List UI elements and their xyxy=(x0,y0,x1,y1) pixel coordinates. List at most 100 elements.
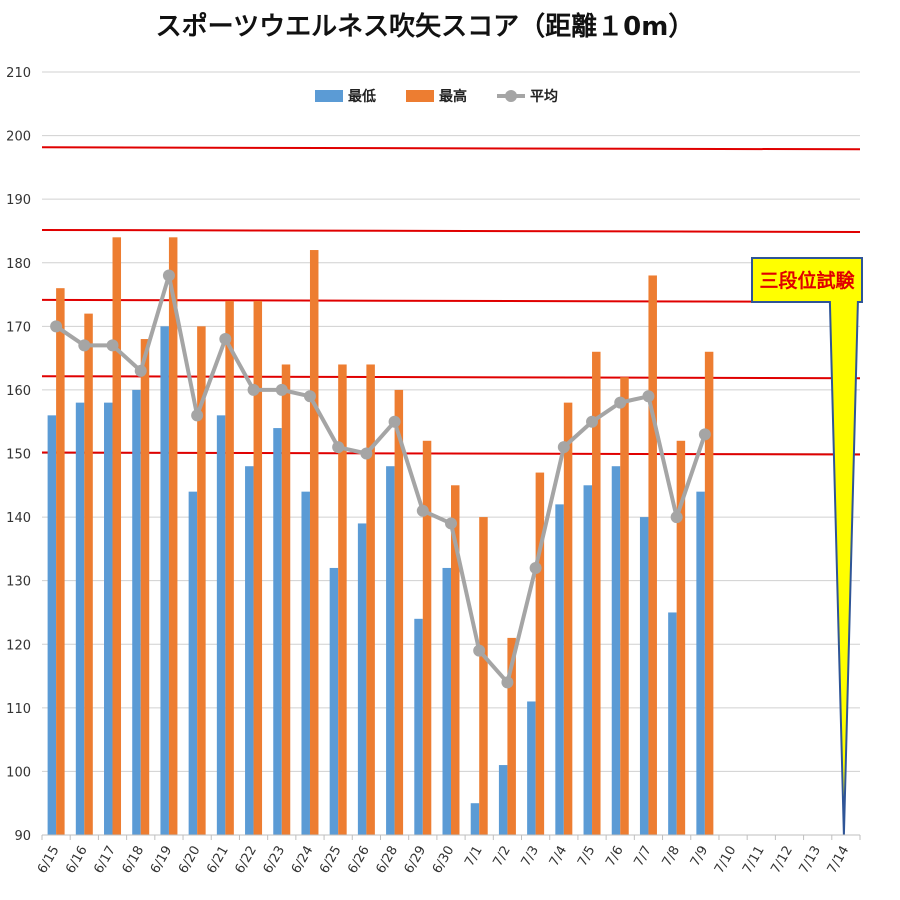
bar-min xyxy=(583,485,593,835)
bar-max xyxy=(507,637,516,835)
x-tick-label: 6/30 xyxy=(430,844,458,877)
average-point xyxy=(303,390,316,403)
average-point xyxy=(557,441,570,454)
x-tick-label: 7/2 xyxy=(490,844,513,870)
reference-lines xyxy=(41,146,861,456)
reference-line-162 xyxy=(41,375,861,380)
x-tick-label: 6/19 xyxy=(148,844,176,877)
bar-max xyxy=(394,389,404,835)
bar-max xyxy=(84,313,93,835)
bar-max xyxy=(366,364,375,835)
y-tick-label: 170 xyxy=(6,320,31,335)
average-series-line xyxy=(54,273,707,685)
average-line xyxy=(50,269,711,689)
bar-min xyxy=(555,504,564,835)
bar-max xyxy=(168,237,178,836)
average-point xyxy=(388,415,401,428)
average-point xyxy=(445,517,457,530)
average-point xyxy=(586,415,599,428)
y-tick-label: 90 xyxy=(14,829,31,844)
average-point xyxy=(162,269,175,282)
bar-min xyxy=(273,428,282,835)
average-point xyxy=(134,364,147,377)
reference-line-150 xyxy=(41,451,861,456)
x-tick-label: 7/14 xyxy=(825,844,853,877)
x-tick-label: 7/6 xyxy=(603,844,626,870)
y-tick-label: 200 xyxy=(6,130,31,145)
bar-max xyxy=(422,440,432,835)
bar-min xyxy=(470,803,480,835)
bar-min xyxy=(216,415,226,835)
bar-min xyxy=(75,402,85,835)
x-tick-label: 7/5 xyxy=(575,844,598,870)
y-tick-label: 210 xyxy=(6,66,31,81)
x-tick-label: 6/26 xyxy=(345,844,373,877)
average-point xyxy=(219,333,232,346)
bar-min xyxy=(498,765,508,835)
x-axis: 6/15 6/16 6/17 6/18 6/19 6/20 6/21 6/22 6/23 6/24… xyxy=(35,834,861,877)
x-tick-label: 7/8 xyxy=(660,844,683,870)
bar-min xyxy=(301,491,310,835)
legend-swatch xyxy=(315,90,343,102)
average-point xyxy=(247,383,260,396)
y-tick-label: 140 xyxy=(6,511,31,526)
x-tick-label: 7/3 xyxy=(519,844,542,870)
bar-min xyxy=(104,402,113,835)
bar-min xyxy=(188,491,198,835)
reference-line-198 xyxy=(41,146,861,151)
x-tick-label: 6/23 xyxy=(261,844,289,877)
y-axis: 90 100 110 120 130 140 150 160 170 180 190 200 210 xyxy=(6,66,31,844)
legend-label: 最低 xyxy=(348,88,376,105)
x-tick-label: 6/20 xyxy=(176,844,204,877)
average-point xyxy=(416,504,429,517)
y-tick-label: 160 xyxy=(6,384,31,399)
legend-label: 平均 xyxy=(530,88,558,105)
average-point xyxy=(670,511,683,524)
bar-min xyxy=(414,618,423,835)
bar-max xyxy=(563,402,573,835)
bar-max xyxy=(253,300,263,835)
x-tick-label: 6/28 xyxy=(373,844,401,877)
bar-min xyxy=(357,523,367,835)
average-point xyxy=(529,561,542,574)
average-point xyxy=(332,441,345,454)
reference-line-174 xyxy=(41,298,861,303)
y-tick-label: 100 xyxy=(6,765,31,780)
x-tick-label: 7/12 xyxy=(768,844,796,877)
average-point xyxy=(360,447,373,460)
chart-title: スポーツウエルネス吹矢スコア（距離１0m） xyxy=(156,11,695,42)
callout-text: 三段位試験 xyxy=(759,269,855,292)
x-tick-label: 7/7 xyxy=(631,844,654,870)
bar-min xyxy=(47,415,57,835)
bar-min xyxy=(696,491,705,835)
average-point xyxy=(698,428,711,441)
bar-max xyxy=(338,364,347,835)
bar-max xyxy=(620,377,629,835)
bar-max xyxy=(535,472,545,835)
average-point xyxy=(275,383,288,396)
y-tick-label: 110 xyxy=(6,702,31,717)
x-tick-label: 6/15 xyxy=(35,844,63,877)
legend-swatch xyxy=(406,90,434,102)
bar-min xyxy=(527,701,536,835)
legend: 最低 最高 平均 xyxy=(315,88,558,105)
bar-max xyxy=(704,351,714,835)
x-tick-label: 7/9 xyxy=(688,844,711,870)
bar-min xyxy=(442,567,451,835)
bar-max xyxy=(112,237,122,836)
x-tick-label: 6/18 xyxy=(120,844,148,877)
average-point xyxy=(614,396,627,409)
y-tick-label: 150 xyxy=(6,448,31,463)
x-tick-label: 7/10 xyxy=(712,844,740,877)
bars xyxy=(47,237,714,836)
bar-max xyxy=(56,288,65,835)
average-point xyxy=(78,339,91,352)
x-tick-label: 6/17 xyxy=(91,844,119,877)
bar-max xyxy=(676,440,686,835)
y-tick-label: 120 xyxy=(6,638,31,653)
bar-min xyxy=(160,326,169,835)
bar-max xyxy=(309,250,319,836)
average-point xyxy=(106,339,119,352)
bar-max xyxy=(592,351,601,835)
x-tick-label: 7/13 xyxy=(797,844,825,877)
